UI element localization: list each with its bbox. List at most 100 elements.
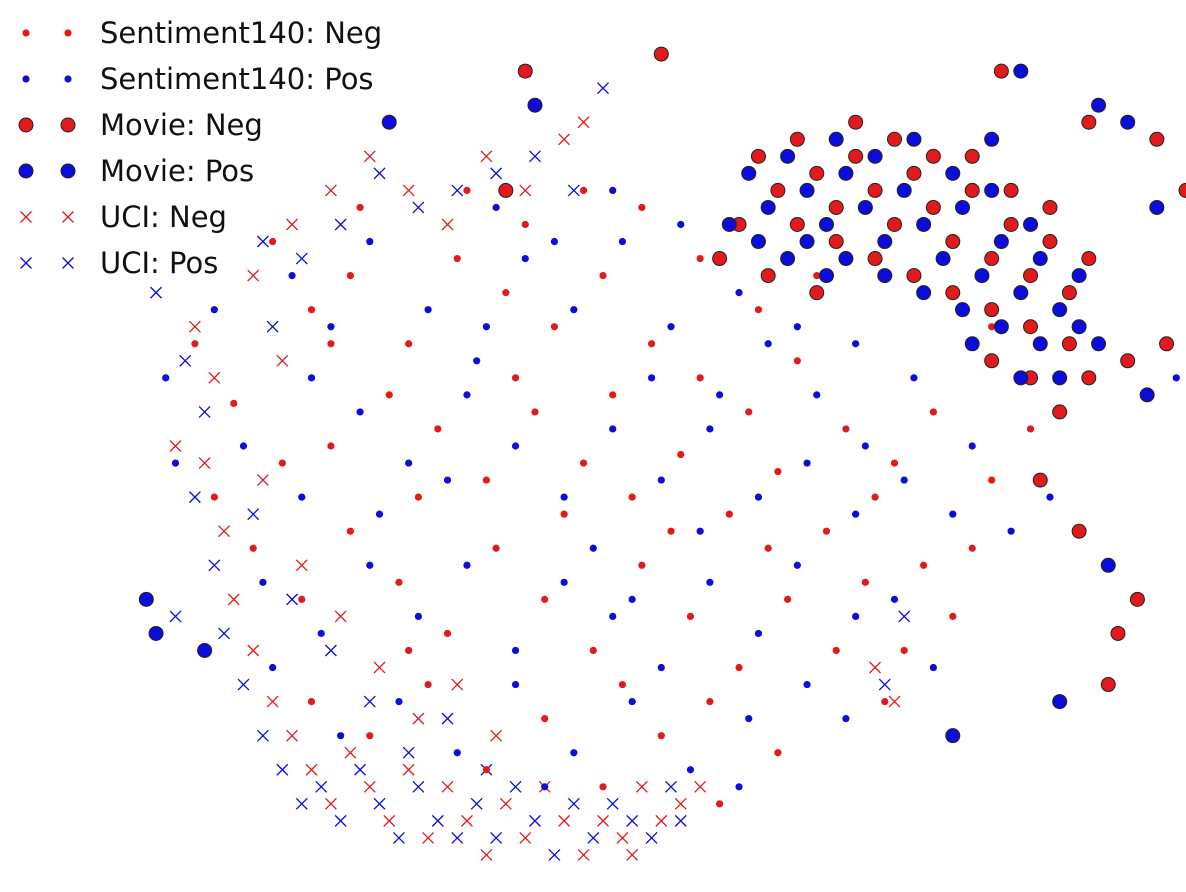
- data-point: [412, 201, 425, 214]
- data-point: [793, 561, 801, 569]
- data-point: [706, 578, 714, 586]
- data-point: [848, 114, 864, 130]
- data-point: [218, 627, 231, 640]
- legend-item: Movie: Neg: [8, 102, 382, 148]
- data-point: [1023, 268, 1039, 284]
- data-point: [869, 661, 882, 674]
- data-point: [227, 593, 240, 606]
- data-point: [366, 561, 374, 569]
- data-point: [1159, 336, 1175, 352]
- data-point: [511, 442, 520, 450]
- data-point: [881, 698, 889, 706]
- data-point: [626, 814, 639, 827]
- data-point: [295, 559, 308, 572]
- data-point: [984, 302, 1000, 318]
- data-point: [366, 237, 374, 246]
- data-point: [453, 254, 461, 263]
- data-point: [247, 644, 260, 657]
- data-point: [150, 286, 162, 299]
- data-point: [867, 251, 883, 267]
- data-point: [412, 780, 425, 793]
- data-point: [906, 131, 922, 147]
- data-point: [677, 450, 685, 459]
- data-point: [1071, 268, 1087, 284]
- data-point: [599, 272, 607, 280]
- data-point: [541, 783, 549, 791]
- data-point: [822, 527, 831, 535]
- data-point: [531, 408, 539, 416]
- data-point: [266, 320, 279, 333]
- data-point: [993, 63, 1009, 79]
- legend-marker-point: [22, 29, 30, 37]
- data-point: [366, 732, 374, 740]
- data-point: [949, 612, 957, 621]
- data-point: [327, 442, 335, 450]
- data-point: [653, 46, 669, 62]
- data-point: [295, 797, 308, 810]
- data-point: [793, 323, 801, 331]
- data-point: [667, 527, 675, 535]
- data-point: [307, 698, 316, 706]
- data-point: [1023, 319, 1039, 335]
- data-point: [208, 371, 221, 384]
- data-point: [754, 629, 763, 638]
- series-uci-neg: [169, 116, 901, 861]
- data-point: [716, 391, 724, 399]
- data-point: [541, 595, 549, 603]
- data-point: [1013, 285, 1029, 301]
- data-point: [988, 323, 996, 331]
- data-point: [210, 493, 218, 501]
- series-uci-pos: [150, 65, 911, 861]
- data-point: [1013, 370, 1029, 386]
- data-point: [344, 746, 357, 759]
- legend-label: UCI: Neg: [100, 200, 227, 234]
- data-point: [363, 780, 376, 793]
- data-point: [774, 467, 782, 476]
- data-point: [852, 510, 860, 518]
- data-point: [480, 150, 493, 163]
- data-point: [867, 182, 883, 198]
- data-point: [667, 323, 675, 331]
- data-point: [694, 780, 707, 793]
- data-point: [838, 165, 854, 181]
- data-point: [269, 663, 277, 672]
- data-point: [324, 797, 337, 810]
- data-point: [560, 493, 568, 501]
- data-point: [916, 216, 932, 232]
- data-point: [334, 218, 347, 231]
- data-point: [635, 780, 648, 793]
- data-point: [1081, 370, 1097, 386]
- data-point: [521, 254, 529, 263]
- data-point: [655, 814, 668, 827]
- data-point: [945, 728, 961, 744]
- data-point: [589, 646, 597, 655]
- data-point: [414, 612, 422, 621]
- data-point: [597, 814, 609, 827]
- data-point: [1032, 251, 1048, 267]
- data-point: [616, 831, 629, 844]
- data-point: [363, 150, 376, 163]
- data-point: [198, 405, 211, 418]
- legend-item: UCI: Neg: [8, 194, 382, 240]
- data-point: [441, 780, 454, 793]
- data-point: [499, 797, 512, 810]
- legend: Sentiment140: Neg Sentiment140: Pos Movi…: [8, 10, 382, 286]
- data-point: [492, 544, 500, 552]
- data-point: [888, 695, 901, 708]
- data-point: [890, 459, 899, 467]
- data-point: [770, 182, 786, 198]
- data-point: [451, 678, 464, 691]
- data-point: [878, 678, 891, 691]
- data-point: [570, 749, 578, 757]
- data-point: [346, 527, 354, 535]
- data-point: [949, 510, 957, 518]
- data-point: [638, 561, 646, 569]
- legend-label: Movie: Pos: [100, 154, 255, 188]
- data-point: [1110, 625, 1126, 641]
- data-point: [609, 186, 617, 194]
- data-point: [239, 442, 248, 450]
- data-point: [305, 763, 318, 776]
- data-point: [461, 814, 473, 827]
- data-point: [1052, 694, 1068, 710]
